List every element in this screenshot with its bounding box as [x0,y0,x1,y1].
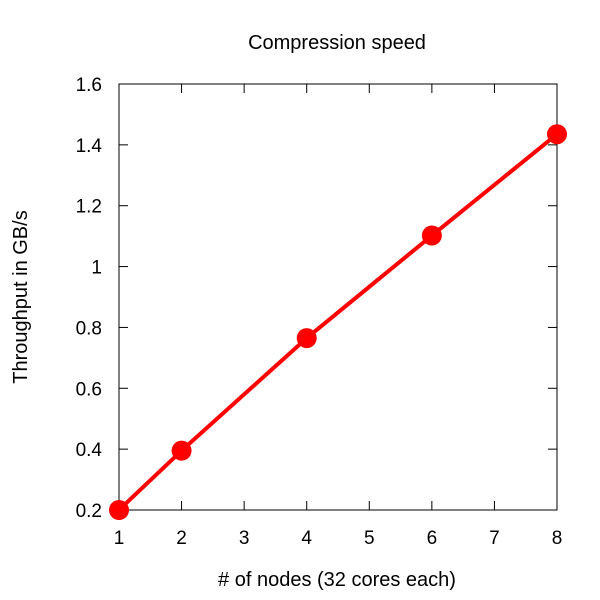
x-tick-label: 6 [427,528,438,549]
x-axis-label: # of nodes (32 cores each) [218,569,456,591]
x-tick-label: 1 [114,528,125,549]
y-tick-label: 0.2 [76,501,102,522]
data-point [109,500,129,520]
data-point [296,328,317,349]
data-point [171,440,192,461]
y-axis-label: Throughput in GB/s [10,210,32,383]
x-tick-label: 4 [301,528,312,549]
y-tick-label: 1.6 [76,75,102,96]
data-point [421,225,442,246]
y-tick-label: 1.4 [76,136,103,157]
data-point [547,124,567,145]
data-series [109,124,567,520]
x-tick-label: 5 [364,528,375,549]
chart-title: Compression speed [248,32,426,54]
x-tick-label: 2 [176,528,187,549]
x-tick-label: 8 [552,528,563,549]
x-tick-label: 7 [489,528,500,549]
y-tick-label: 1 [91,258,102,279]
y-tick-label: 0.6 [76,379,102,400]
x-tick-label: 3 [239,528,250,549]
y-tick-label: 0.8 [76,318,102,339]
axis-tick-labels: 1 2 3 4 5 6 7 8 0.2 0.4 0.6 0.8 1 1.2 1.4 1.6 [76,75,563,549]
plot-area [118,83,558,511]
y-tick-label: 1.2 [76,197,102,218]
y-tick-label: 0.4 [76,440,103,461]
